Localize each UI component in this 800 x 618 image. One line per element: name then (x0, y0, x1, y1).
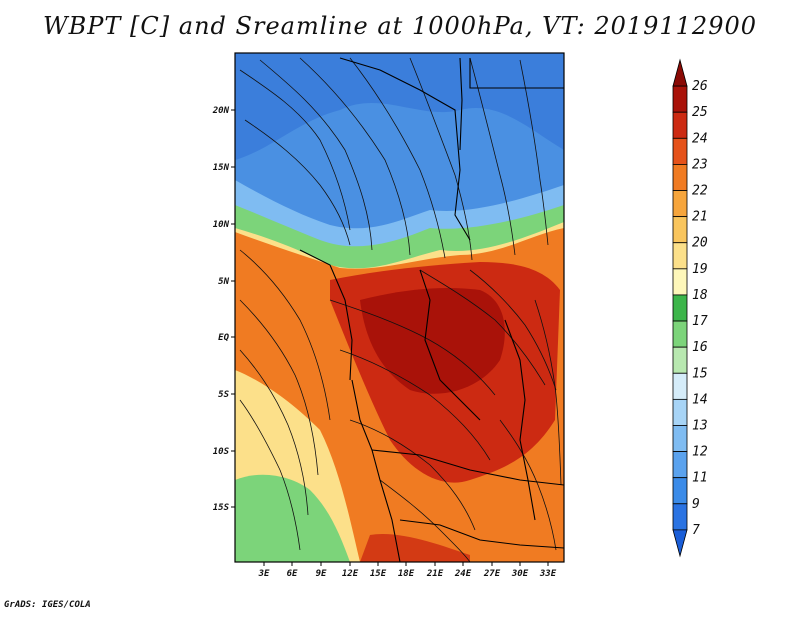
lat-axis: 20N 15N 10N 5N EQ 5S 10S 15S (212, 106, 235, 513)
lon-tick-15E: 15E (370, 562, 387, 579)
lon-label: 12E (342, 569, 359, 579)
lat-label: 20N (212, 106, 230, 116)
colorbar-segment (672, 320, 688, 348)
lon-tick-27E: 27E (483, 562, 501, 579)
lon-tick-33E: 33E (539, 562, 557, 579)
lat-tick-EQ: EQ (218, 333, 235, 343)
colorbar-segment (672, 503, 688, 531)
colorbar-label: 20 (692, 236, 708, 251)
colorbar-label: 9 (692, 497, 700, 512)
lon-tick-3E: 3E (258, 562, 270, 579)
lon-axis: 3E 6E 9E 12E 15E 18E 21E 24E 27E 30E 33E (258, 562, 557, 579)
colorbar-segment (672, 529, 688, 558)
field-south-red (360, 534, 470, 562)
colorbar-segment (672, 111, 688, 139)
lon-label: 27E (483, 569, 501, 579)
colorbar-segment (672, 190, 688, 218)
lon-label: 24E (454, 569, 472, 579)
colorbar-label: 25 (692, 105, 708, 120)
lat-label: 15S (213, 503, 230, 513)
lat-tick-10N: 10N (213, 220, 235, 230)
lon-tick-12E: 12E (342, 562, 359, 579)
lon-label: 6E (287, 569, 298, 579)
lat-label: 5N (218, 277, 229, 287)
lon-label: 30E (511, 569, 529, 579)
colorbar-segment (672, 346, 688, 374)
colorbar-label: 11 (692, 471, 708, 486)
lon-tick-30E: 30E (511, 562, 529, 579)
colorbar-label: 7 (692, 523, 700, 538)
streamlines (239, 57, 562, 562)
colorbar-segment (672, 425, 688, 452)
field-south-green (235, 474, 350, 562)
lat-tick-10S: 10S (213, 447, 235, 457)
colorbar-segment (672, 58, 688, 87)
colorbar-label: 26 (692, 79, 708, 94)
map-title: WBPT [C] and Sreamline at 1000hPa, VT: 2… (42, 12, 758, 40)
lon-label: 18E (398, 569, 415, 579)
map-frame (234, 52, 565, 563)
colorbar-label: 21 (692, 210, 708, 225)
colorbar-label: 13 (692, 418, 708, 433)
lon-label: 21E (426, 569, 444, 579)
lat-label: 10N (213, 220, 230, 230)
colorbar-label: 24 (692, 131, 708, 146)
lon-label: 33E (539, 569, 557, 579)
lat-tick-20N: 20N (212, 106, 235, 116)
lon-label: 9E (316, 569, 327, 579)
colorbar-segment (672, 398, 688, 426)
colorbar-segment (672, 216, 688, 244)
lat-tick-5N: 5N (218, 277, 235, 287)
colorbar-label: 14 (692, 392, 708, 407)
lat-label: 15N (213, 163, 230, 173)
colorbar-label: 17 (692, 314, 708, 329)
wbpt-field (235, 53, 564, 562)
lat-label: 5S (218, 390, 229, 400)
colorbar-segment (672, 294, 688, 322)
colorbar-segment (672, 164, 688, 191)
lon-tick-18E: 18E (398, 562, 415, 579)
colorbar-label: 18 (692, 288, 708, 303)
lat-tick-5S: 5S (218, 390, 235, 400)
country-borders (299, 57, 564, 562)
colorbar-segment (672, 477, 688, 505)
colorbar-segment (672, 268, 688, 296)
colorbar: 26 25 24 23 22 21 20 19 18 17 16 15 14 13 12 11 9 7 (672, 58, 708, 558)
field-coldest (235, 53, 564, 160)
lon-label: 3E (258, 569, 270, 579)
lon-tick-24E: 24E (454, 562, 472, 579)
colorbar-label: 15 (692, 366, 708, 381)
footer-credit: GrADS: IGES/COLA (4, 600, 91, 610)
colorbar-segment (672, 242, 688, 270)
colorbar-label: 19 (692, 262, 708, 277)
colorbar-label: 22 (692, 184, 708, 199)
lat-label: 10S (213, 447, 230, 457)
lon-tick-9E: 9E (316, 562, 327, 579)
lat-tick-15S: 15S (213, 503, 235, 513)
colorbar-segment (672, 372, 688, 400)
lat-label: EQ (218, 333, 229, 343)
lon-tick-6E: 6E (287, 562, 298, 579)
colorbar-segment (672, 451, 688, 479)
colorbar-segment (672, 137, 688, 165)
lat-tick-15N: 15N (213, 163, 235, 173)
colorbar-label: 23 (692, 157, 708, 172)
lon-label: 15E (370, 569, 387, 579)
colorbar-segment (672, 85, 688, 113)
colorbar-label: 12 (692, 445, 708, 460)
lon-tick-21E: 21E (426, 562, 444, 579)
colorbar-label: 16 (692, 340, 708, 355)
